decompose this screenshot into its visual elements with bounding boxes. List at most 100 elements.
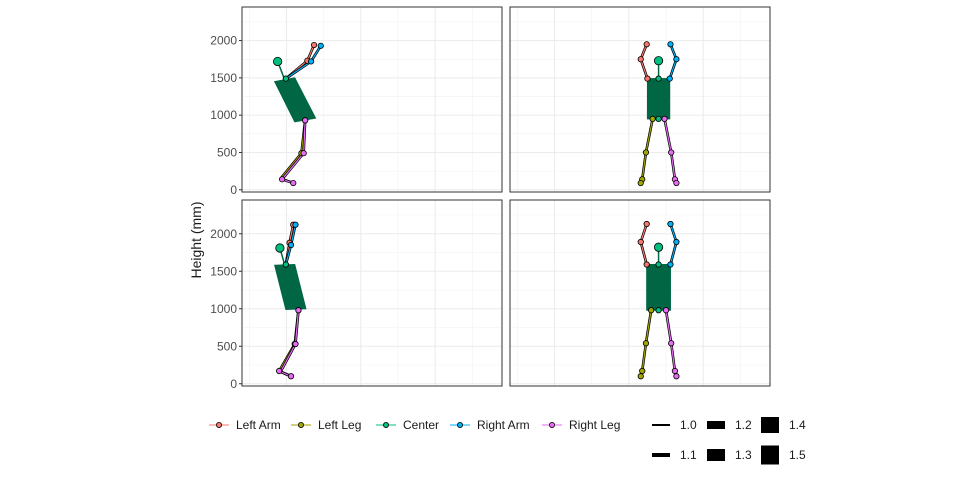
torso (646, 264, 671, 311)
point-right-leg (671, 367, 679, 375)
panel-background (242, 7, 502, 192)
size-legend-label: 1.0 (680, 418, 697, 432)
point-left-leg (642, 149, 650, 156)
size-legend-key (652, 453, 670, 457)
size-legend-key (761, 417, 779, 433)
y-axis-title: Height (mm) (188, 201, 204, 278)
size-legend-item: 1.5 (761, 445, 806, 465)
point-right-arm (673, 238, 680, 246)
legend-label: Right Arm (477, 418, 530, 432)
point-right-arm (287, 241, 295, 249)
point-left-leg (637, 179, 644, 187)
point-left-arm (637, 238, 644, 246)
legend-item-right-arm: Right Arm (450, 418, 530, 432)
point-left-arm (643, 220, 650, 228)
point-right-leg (668, 340, 675, 347)
point-left-leg (639, 367, 646, 375)
legend-item-left-leg: Left Leg (291, 418, 361, 432)
y-tick-label: 2000 (210, 227, 237, 241)
point-left-arm (637, 56, 644, 63)
legend-key-point (549, 421, 556, 428)
point-right-arm (307, 58, 315, 65)
size-legend-item: 1.1 (652, 448, 697, 462)
point-right-leg (662, 307, 670, 314)
size-legend-item: 1.3 (707, 448, 752, 462)
legend-key-point (456, 421, 463, 428)
point-right-arm (292, 221, 299, 228)
point-center (282, 261, 289, 268)
point-center (655, 261, 662, 268)
point-center (655, 307, 662, 314)
head-point (653, 242, 664, 252)
panel-4 (509, 199, 771, 387)
legend-key-point (382, 421, 389, 428)
size-legend-item: 1.2 (707, 418, 752, 432)
torso (646, 78, 671, 120)
point-right-arm (673, 56, 680, 63)
point-right-leg (279, 176, 286, 183)
point-left-arm (644, 75, 651, 82)
panel-1 (241, 6, 503, 193)
legend-label: Center (403, 418, 439, 432)
size-legend-label: 1.3 (735, 448, 752, 462)
panel-border (241, 6, 503, 193)
point-right-leg (292, 340, 299, 348)
head-point (273, 56, 283, 67)
y-tick-label: 1500 (210, 71, 237, 85)
legend-key-point (215, 421, 222, 428)
segment-right-leg (280, 309, 300, 378)
panel-2 (509, 6, 771, 193)
panel-background (242, 200, 502, 386)
point-right-leg (300, 150, 307, 157)
point-right-leg (290, 179, 297, 187)
legend-label: Left Leg (318, 418, 361, 432)
point-left-arm (643, 41, 650, 48)
point-right-arm (667, 41, 674, 48)
point-left-arm (310, 41, 318, 49)
panel-3 (241, 199, 503, 387)
head-point (653, 56, 664, 66)
size-legend-key (707, 421, 725, 429)
panel-border (509, 199, 771, 387)
size-legend-label: 1.1 (680, 448, 697, 462)
point-right-leg (668, 149, 675, 156)
point-left-leg (648, 307, 655, 314)
point-right-leg (673, 373, 680, 380)
point-right-arm (317, 42, 324, 49)
point-right-leg (287, 373, 295, 380)
panel-background (510, 7, 770, 192)
legend-item-center: Center (376, 418, 439, 432)
panels (241, 6, 771, 387)
size-legend-key (652, 424, 670, 426)
point-left-leg (649, 115, 656, 122)
legend-item-left-arm: Left Arm (209, 418, 281, 432)
y-tick-label: 2000 (210, 34, 237, 48)
y-tick-label: 1000 (210, 302, 237, 316)
point-center (282, 75, 289, 82)
point-right-leg (302, 117, 309, 124)
panel-border (509, 6, 771, 193)
y-tick-label: 0 (230, 377, 237, 391)
y-tick-label: 1000 (210, 108, 237, 122)
size-legend-label: 1.5 (789, 448, 806, 462)
legend: Left Arm Left Leg Center Right Arm Right Leg… (209, 417, 806, 465)
point-right-leg (276, 367, 283, 375)
size-legend-item: 1.4 (761, 417, 806, 433)
y-axis: 0 500 1000 1500 2000 0 500 1000 1500 2000 (210, 34, 242, 391)
y-tick-label: 0 (230, 183, 237, 197)
head-point (275, 243, 285, 253)
y-tick-label: 500 (217, 145, 237, 159)
y-tick-label: 500 (217, 339, 237, 353)
size-legend-key (707, 449, 725, 461)
legend-label: Right Leg (569, 418, 620, 432)
point-right-leg (673, 179, 680, 187)
legend-item-right-leg: Right Leg (542, 418, 620, 432)
segment-right-leg (281, 119, 306, 184)
point-right-leg (295, 307, 302, 314)
size-legend-label: 1.2 (735, 418, 752, 432)
panel-background (510, 200, 770, 386)
point-right-arm (666, 75, 673, 82)
size-legend-item: 1.0 (652, 418, 697, 432)
panel-border (241, 199, 503, 387)
